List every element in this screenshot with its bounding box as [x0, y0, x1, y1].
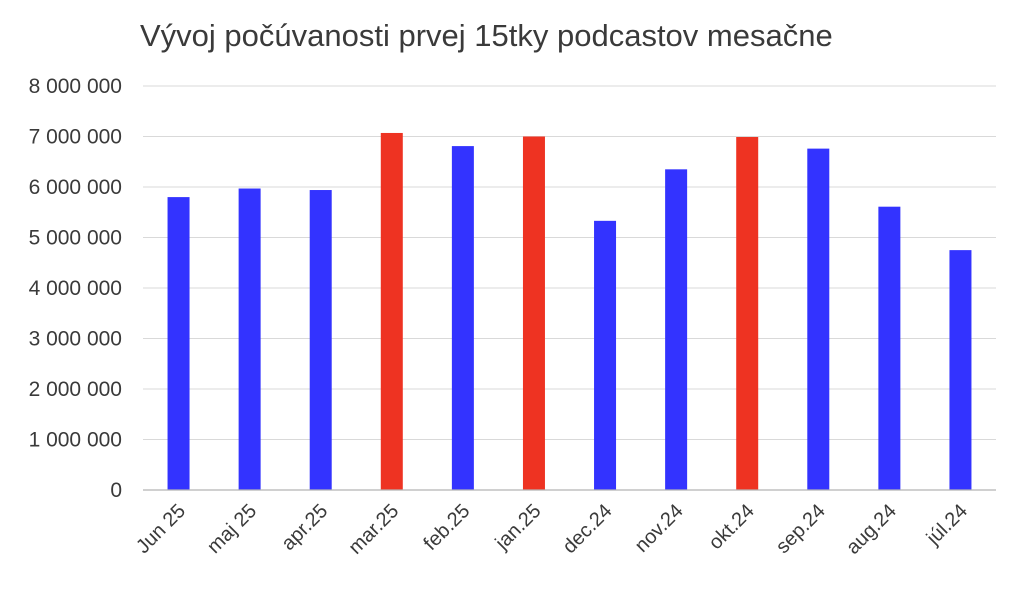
- x-tick-label: nov.24: [631, 500, 688, 557]
- y-tick-label: 3 000 000: [29, 328, 122, 351]
- y-tick-label: 8 000 000: [29, 75, 122, 98]
- y-tick-label: 4 000 000: [29, 277, 122, 300]
- x-tick-label: feb.25: [420, 500, 475, 555]
- bars: [167, 132, 972, 490]
- bar: [309, 190, 332, 490]
- bar: [665, 169, 688, 490]
- x-tick-label: Jun 25: [132, 500, 190, 558]
- bar: [949, 250, 972, 490]
- x-tick-label: dec.24: [559, 500, 617, 558]
- x-tick-label: aug.24: [842, 500, 901, 559]
- x-tick-label: jan.25: [491, 500, 546, 555]
- bar: [167, 197, 190, 490]
- x-axis-tick-labels: Jun 25 maj 25 apr.25 mar.25 feb.25 jan.25 dec.…: [132, 500, 972, 559]
- x-tick-label: apr.25: [277, 500, 332, 555]
- y-tick-label: 6 000 000: [29, 176, 122, 199]
- y-tick-label: 0: [110, 479, 122, 502]
- gridlines: [143, 85, 996, 440]
- y-axis-tick-labels: 0 1 000 000 2 000 000 3 000 000 4 000 000 5 0…: [29, 75, 122, 502]
- x-tick-label: okt.24: [705, 500, 759, 554]
- bar: [380, 132, 403, 490]
- bar: [736, 137, 759, 490]
- bar: [878, 206, 901, 490]
- bar: [522, 136, 545, 490]
- x-tick-label: sep.24: [772, 500, 830, 558]
- x-tick-label: júl.24: [922, 500, 972, 550]
- bar: [594, 220, 617, 490]
- y-tick-label: 7 000 000: [29, 126, 122, 149]
- x-tick-label: maj 25: [203, 500, 261, 558]
- chart-title: Vývoj počúvanosti prvej 15tky podcastov …: [140, 18, 833, 53]
- y-tick-label: 2 000 000: [29, 378, 122, 401]
- bar: [807, 148, 830, 490]
- bar: [238, 188, 261, 490]
- y-tick-label: 5 000 000: [29, 227, 122, 250]
- bar: [451, 146, 474, 490]
- y-tick-label: 1 000 000: [29, 429, 122, 452]
- x-tick-label: mar.25: [345, 500, 404, 559]
